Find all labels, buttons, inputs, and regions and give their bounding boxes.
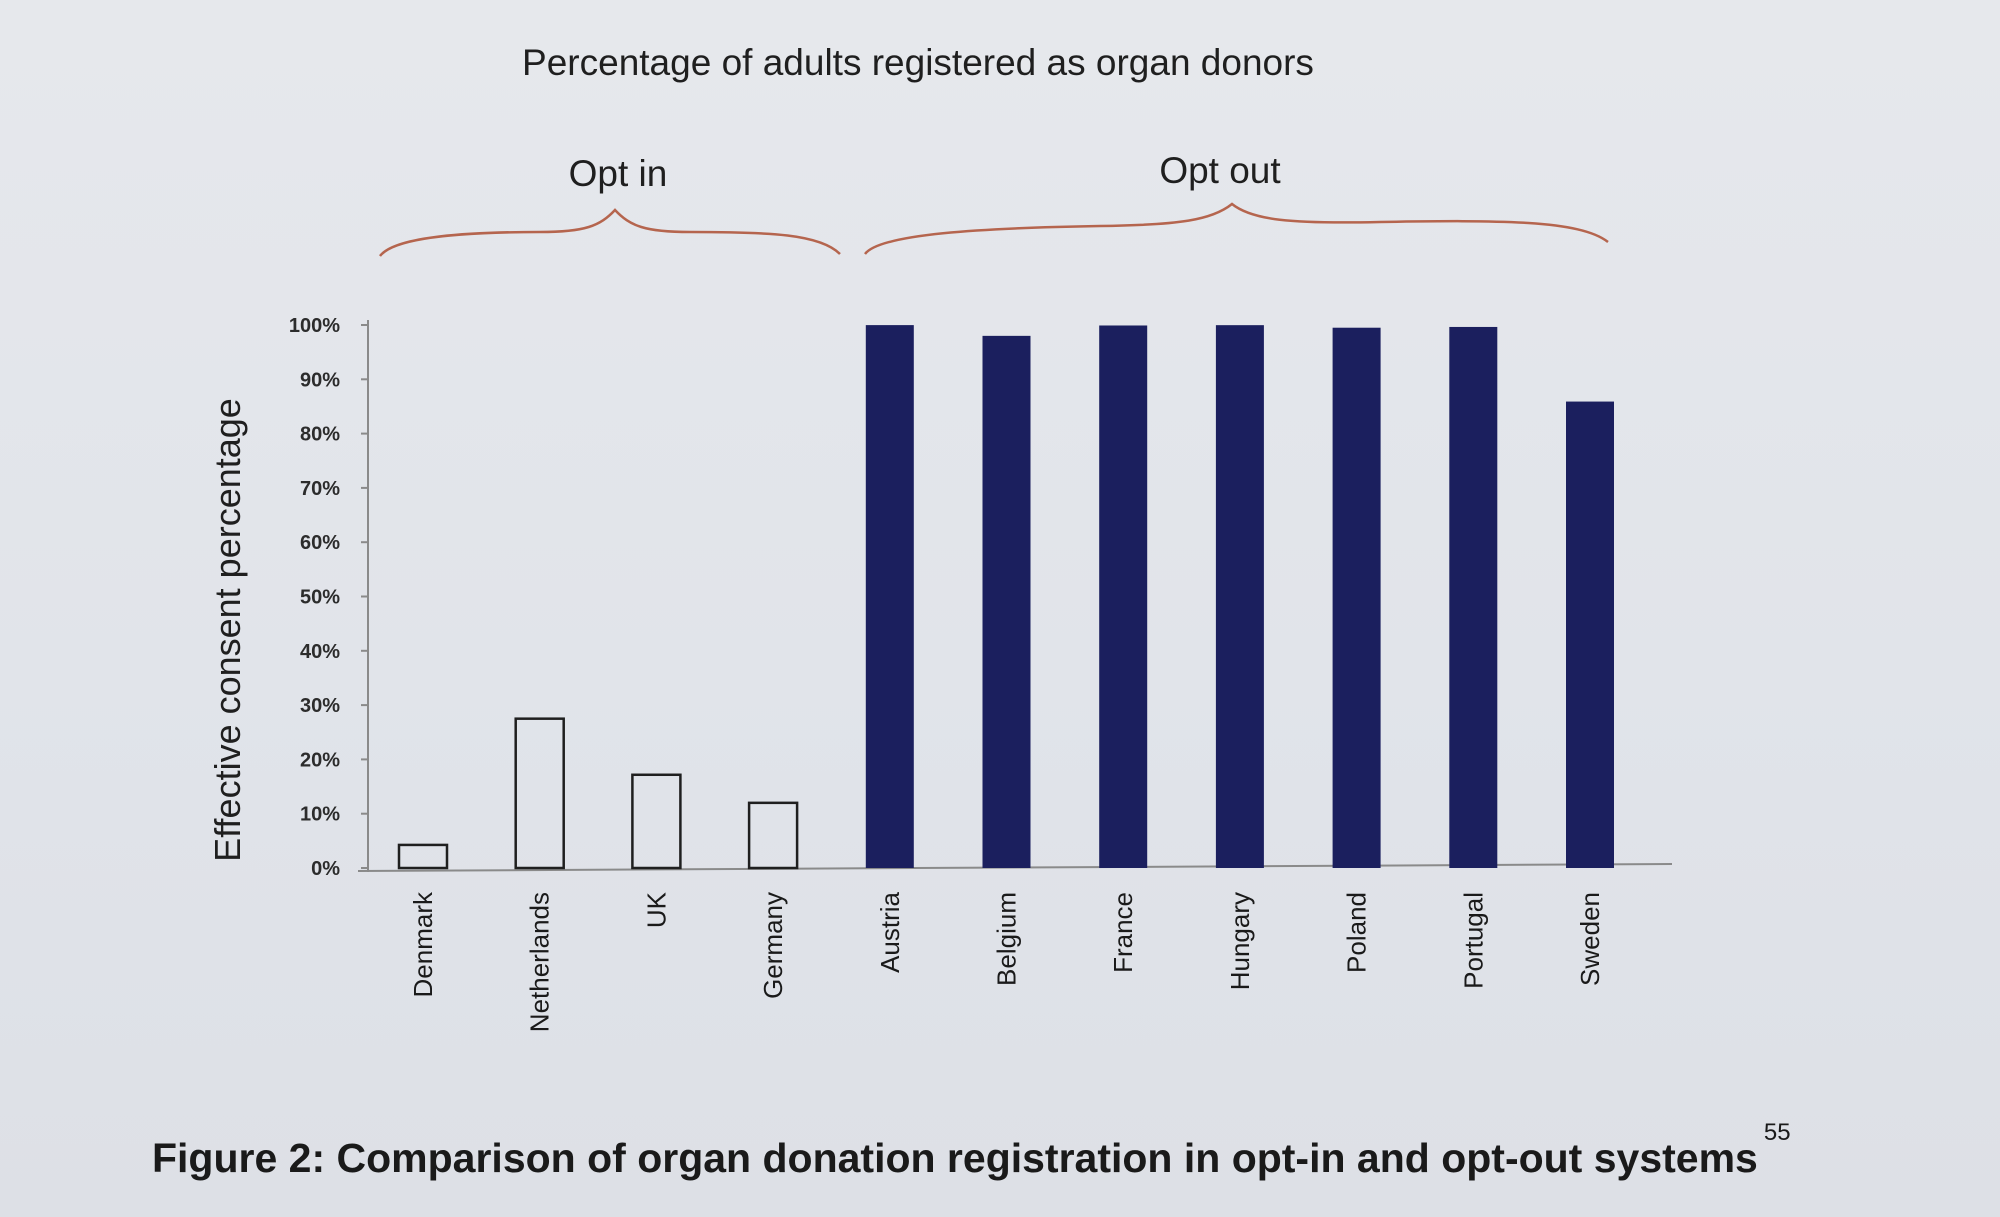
category-label-austria: Austria [875, 891, 905, 972]
category-label-netherlands: Netherlands [525, 892, 555, 1032]
category-label-belgium: Belgium [992, 892, 1022, 986]
category-label-hungary: Hungary [1225, 892, 1255, 990]
category-label-uk: UK [641, 891, 671, 928]
y-tick-label: 20% [300, 749, 340, 771]
y-tick-label: 10% [300, 804, 340, 826]
bar-sweden [1566, 401, 1614, 868]
y-tick-label: 30% [300, 695, 340, 717]
y-axis-label: Effective consent percentage [207, 398, 248, 862]
y-tick-label: 100% [289, 315, 340, 337]
category-label-france: France [1108, 892, 1138, 973]
bar-uk [631, 773, 682, 870]
category-label-germany: Germany [758, 892, 788, 999]
y-tick-label: 90% [300, 369, 340, 391]
y-tick-label: 50% [300, 587, 340, 609]
caption-text: Figure 2: Comparison of organ donation r… [152, 1135, 1758, 1181]
opt-out-brace [864, 202, 1609, 255]
y-tick-label: 70% [300, 478, 340, 500]
category-label-denmark: Denmark [408, 891, 438, 997]
chart-title: Percentage of adults registered as organ… [522, 42, 1314, 83]
bar-france [1099, 325, 1148, 868]
bar-austria [865, 325, 914, 868]
caption-superscript: 55 [1764, 1119, 1791, 1146]
bar-poland [1332, 327, 1381, 869]
bar-denmark [397, 843, 449, 870]
category-label-poland: Poland [1342, 892, 1372, 973]
category-label-portugal: Portugal [1458, 892, 1488, 989]
figure-caption: Figure 2: Comparison of organ donation r… [152, 1119, 1791, 1181]
y-tick-label: 40% [300, 641, 340, 663]
bar-hungary [1215, 325, 1264, 868]
opt-in-label: Opt in [569, 153, 668, 194]
y-tick-label: 80% [300, 424, 340, 446]
bar-germany [747, 801, 799, 870]
y-tick-label: 60% [300, 532, 340, 554]
y-tick-label: 0% [311, 858, 340, 880]
bar-portugal [1449, 326, 1498, 868]
bar-netherlands [514, 717, 565, 870]
opt-in-brace [379, 208, 841, 257]
category-label-sweden: Sweden [1575, 892, 1605, 986]
bar-belgium [982, 335, 1031, 868]
opt-out-label: Opt out [1159, 150, 1281, 191]
